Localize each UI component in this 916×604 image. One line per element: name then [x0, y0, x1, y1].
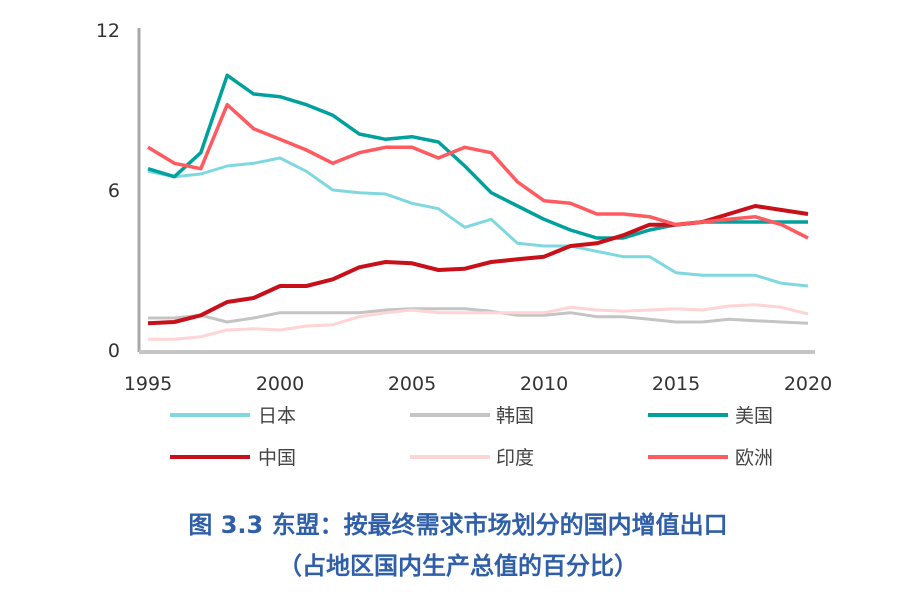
legend-label: 欧洲 [735, 447, 773, 469]
legend-label: 印度 [496, 447, 534, 469]
chart-subtitle: （占地区国内生产总值的百分比） [278, 552, 638, 580]
y-tick-label: 12 [96, 20, 120, 42]
x-tick-label: 1995 [124, 373, 172, 395]
legend-label: 中国 [258, 447, 296, 469]
series-line-5 [147, 102, 809, 240]
legend-label: 美国 [735, 405, 773, 427]
x-tick-label: 2000 [256, 373, 304, 395]
legend-label: 日本 [258, 405, 296, 427]
x-tick-label: 2005 [388, 373, 436, 395]
x-tick-label: 2020 [784, 373, 832, 395]
series-line-2 [147, 73, 808, 240]
y-tick-label: 0 [108, 340, 120, 362]
chart-title: 图 3.3 东盟：按最终需求市场划分的国内增值出口 [188, 511, 728, 539]
series-line-4 [148, 303, 809, 341]
y-tick-label: 6 [108, 180, 120, 202]
x-tick-label: 2015 [652, 373, 700, 395]
series-line-0 [147, 156, 809, 288]
x-tick-label: 2010 [520, 373, 568, 395]
legend-label: 韩国 [496, 405, 534, 427]
series-line-1 [148, 307, 809, 325]
